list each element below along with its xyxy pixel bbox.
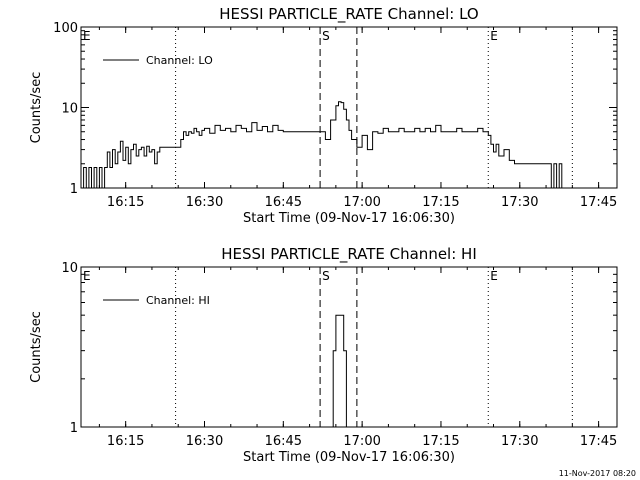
x-tick-label: 17:30 bbox=[501, 434, 538, 449]
x-tick-label: 17:00 bbox=[343, 195, 380, 210]
x-axis-label: Start Time (09-Nov-17 16:06:30) bbox=[243, 450, 455, 465]
interval-marker-label: E bbox=[83, 269, 91, 283]
interval-marker-label: S bbox=[322, 269, 330, 283]
series-line bbox=[81, 101, 572, 189]
x-tick-label: 17:45 bbox=[580, 195, 617, 210]
legend-label: Channel: LO bbox=[146, 54, 213, 67]
generation-timestamp: 11-Nov-2017 08:20 bbox=[559, 469, 636, 478]
x-tick-label: 17:45 bbox=[580, 434, 617, 449]
y-tick-label: 100 bbox=[53, 21, 78, 36]
x-axis-label: Start Time (09-Nov-17 16:06:30) bbox=[243, 211, 455, 226]
x-tick-label: 16:15 bbox=[107, 434, 144, 449]
interval-marker-label: E bbox=[490, 269, 498, 283]
chart-title: HESSI PARTICLE_RATE Channel: LO bbox=[219, 5, 478, 24]
interval-marker-label: E bbox=[83, 29, 91, 43]
lo-channel-panel: HESSI PARTICLE_RATE Channel: LO 16:15 16:3… bbox=[29, 5, 618, 226]
x-tick-label: 17:15 bbox=[422, 195, 459, 210]
y-tick-label: 10 bbox=[61, 102, 78, 117]
y-axis-label: Counts/sec bbox=[29, 311, 44, 383]
y-tick-label: 1 bbox=[70, 182, 78, 197]
hi-channel-panel: HESSI PARTICLE_RATE Channel: HI 16:15 16:3… bbox=[29, 245, 618, 465]
interval-marker-label: E bbox=[490, 29, 498, 43]
y-axis-label: Counts/sec bbox=[29, 72, 44, 144]
x-tick-label: 16:45 bbox=[265, 195, 302, 210]
plot-frame bbox=[80, 266, 618, 428]
y-tick-label: 10 bbox=[61, 261, 78, 276]
x-tick-label: 17:30 bbox=[501, 195, 538, 210]
x-tick-label: 16:15 bbox=[107, 195, 144, 210]
interval-marker-label: S bbox=[322, 29, 330, 43]
series-line bbox=[330, 314, 351, 428]
x-tick-label: 16:30 bbox=[186, 434, 223, 449]
x-tick-label: 16:30 bbox=[186, 195, 223, 210]
x-tick-label: 17:00 bbox=[343, 434, 380, 449]
y-tick-label: 1 bbox=[70, 421, 78, 436]
chart-title: HESSI PARTICLE_RATE Channel: HI bbox=[221, 245, 477, 264]
x-tick-label: 16:45 bbox=[265, 434, 302, 449]
legend-label: Channel: HI bbox=[146, 294, 210, 307]
x-tick-label: 17:15 bbox=[422, 434, 459, 449]
